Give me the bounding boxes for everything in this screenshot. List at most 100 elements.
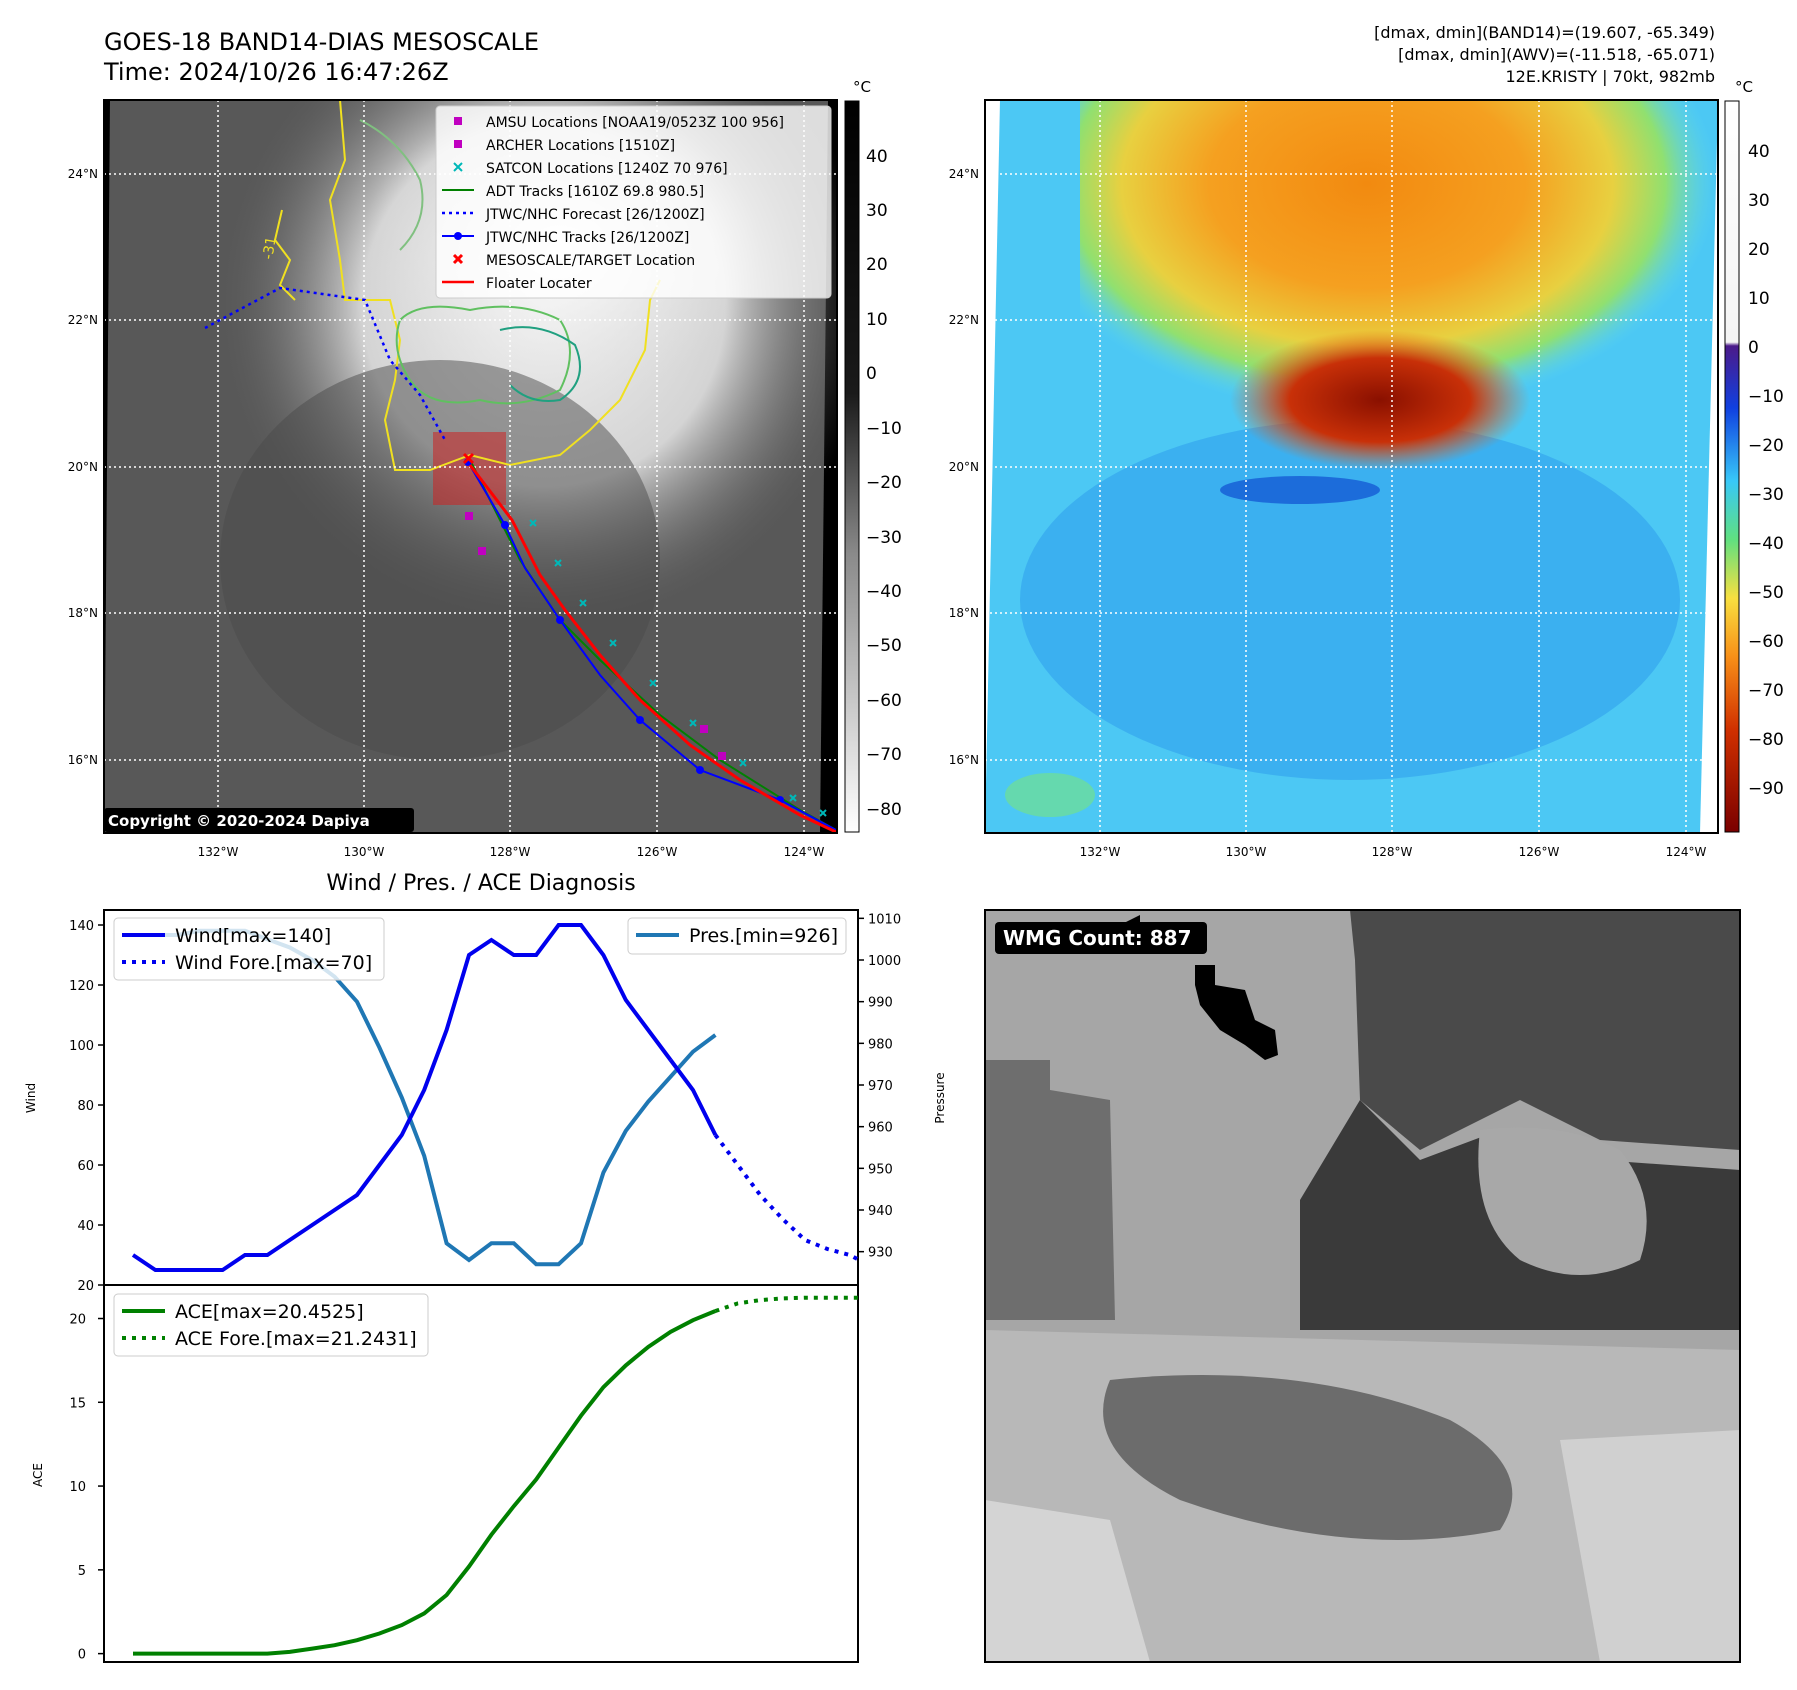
lat-label: 16°N (68, 753, 98, 767)
awv-tick: −40 (1748, 534, 1784, 554)
wind-tick-label: 140 (69, 919, 94, 934)
pressure-tick-label: 940 (868, 1204, 893, 1219)
pressure-tick-label: 970 (868, 1079, 893, 1094)
lon-label: 130°W (344, 845, 385, 859)
wind-legend: Wind[max=140] Wind Fore.[max=70] (113, 917, 385, 981)
awv-tick: −80 (1748, 730, 1784, 750)
lon-label: 124°W (1666, 845, 1707, 859)
legend-pressure: Pres.[min=926] (689, 925, 838, 947)
legend-item-satcon: SATCON Locations [1240Z 70 976] (486, 161, 728, 177)
ir-lat-labels: 24°N 22°N 20°N 18°N 16°N (68, 167, 98, 767)
awv-tick: 40 (1748, 142, 1770, 162)
wind-forecast-line (713, 1133, 858, 1262)
ace-tick-label: 0 (78, 1648, 86, 1663)
awv-lat-labels: 24°N 22°N 20°N 18°N 16°N (949, 167, 979, 767)
ace-axis-label: ACE (31, 1463, 45, 1487)
legend-markers (442, 117, 474, 284)
gray-colorbar: °C 40 30 20 10 0 −10 −20 −30 −40 −50 −60… (844, 78, 902, 833)
ace-y-ticks: 0 5 10 15 20 (69, 1313, 104, 1663)
ace-chart[interactable]: 0 5 10 15 20 ACE ACE[max=20.4525] ACE Fore.[… (31, 1284, 872, 1663)
lat-label: 24°N (949, 167, 979, 181)
awv-lon-labels: 132°W 130°W 128°W 126°W 124°W (1080, 845, 1707, 859)
pressure-tick-label: 980 (868, 1037, 893, 1052)
legend-ace-fore: ACE Fore.[max=21.2431] (175, 1328, 417, 1350)
legend-item-jtwc-forecast: JTWC/NHC Forecast [26/1200Z] (485, 207, 705, 223)
wmg-count-label: WMG Count: 887 (1003, 926, 1192, 950)
gray-tick: −30 (866, 528, 902, 548)
ace-line (133, 1309, 717, 1656)
legend-ace: ACE[max=20.4525] (175, 1301, 364, 1323)
awv-gridlines (985, 100, 1718, 833)
title-line1: GOES-18 BAND14-DIAS MESOSCALE (104, 28, 539, 56)
jtwc-forecast-track (204, 286, 447, 441)
gray-tick: 40 (866, 147, 888, 167)
satcon-locations (529, 519, 827, 817)
awv-map[interactable] (984, 99, 1719, 834)
awv-colorbar-unit: °C (1735, 78, 1753, 96)
awv-dry-core (1230, 330, 1530, 470)
wmg-count-box (995, 922, 1207, 954)
archer-amsu-locations (465, 512, 726, 760)
ace-forecast-line (714, 1295, 858, 1313)
pressure-tick-label: 1010 (868, 912, 901, 927)
awv-map-frame (984, 99, 1719, 834)
gray-tick: 10 (866, 310, 888, 330)
awv-tick: 0 (1748, 338, 1759, 358)
pressure-y-ticks: 930 940 950 960 970 980 990 1000 1010 (858, 912, 901, 1261)
copyright-text: Copyright © 2020-2024 Dapiya (108, 812, 370, 830)
pressure-tick-label: 990 (868, 996, 893, 1011)
lon-label: 132°W (1080, 845, 1121, 859)
awv-tick: 10 (1748, 289, 1770, 309)
wind-pressure-chart[interactable]: 20 40 60 80 100 120 140 930 940 950 960 970 980 990 1… (24, 909, 947, 1294)
lon-label: 128°W (490, 845, 531, 859)
wind-tick-label: 60 (77, 1159, 94, 1174)
awv-tick: −10 (1748, 387, 1784, 407)
legend-item-amsu: AMSU Locations [NOAA19/0523Z 100 956] (486, 115, 784, 131)
gray-tick: −40 (866, 582, 902, 602)
awv-tick: −70 (1748, 681, 1784, 701)
gray-tick: −50 (866, 636, 902, 656)
jtwc-track (467, 461, 837, 831)
wmg-frame (984, 909, 1741, 1663)
contour-yellow-coast (328, 100, 661, 471)
ace-tick-label: 5 (78, 1564, 86, 1579)
legend-wind: Wind[max=140] (175, 925, 331, 947)
gray-tick: 30 (866, 201, 888, 221)
ir-legend[interactable]: AMSU Locations [NOAA19/0523Z 100 956] AR… (435, 105, 832, 299)
awv-colorbar: °C 40 30 20 10 0 −10 −20 −30 −40 −50 −60… (1724, 78, 1784, 833)
lat-label: 24°N (68, 167, 98, 181)
awv-green-patch (1005, 773, 1095, 817)
contour-green-2 (359, 119, 424, 251)
awv-moist-arc (1220, 476, 1380, 504)
lon-label: 128°W (1372, 845, 1413, 859)
wind-tick-label: 80 (77, 1099, 94, 1114)
awv-tick: −90 (1748, 779, 1784, 799)
pressure-tick-label: 1000 (868, 954, 901, 969)
lat-label: 22°N (949, 313, 979, 327)
awv-tick: 30 (1748, 191, 1770, 211)
gray-tick: −10 (866, 419, 902, 439)
awv-tick: −30 (1748, 485, 1784, 505)
gray-tick: −80 (866, 800, 902, 820)
wind-line-tail (668, 1058, 718, 1136)
pressure-tick-label: 950 (868, 1162, 893, 1177)
lon-label: 124°W (784, 845, 825, 859)
wmg-image (985, 910, 1740, 1662)
stats-line2: [dmax, dmin](AWV)=(-11.518, -65.071) (1398, 45, 1715, 64)
lon-label: 126°W (1519, 845, 1560, 859)
wmg-panel[interactable]: WMG Count: 887 (984, 909, 1741, 1663)
floater-locater-track (468, 464, 837, 833)
lat-label: 18°N (949, 606, 979, 620)
lat-label: 22°N (68, 313, 98, 327)
legend-item-jtwc-tracks: JTWC/NHC Tracks [26/1200Z] (485, 230, 689, 246)
gray-tick: −20 (866, 473, 902, 493)
diagnosis-title: Wind / Pres. / ACE Diagnosis (326, 871, 635, 896)
wind-axis-label: Wind (24, 1083, 38, 1113)
contour-green-1 (395, 305, 571, 405)
wmg-black-block (1195, 965, 1278, 1060)
ir-lon-labels: 132°W 130°W 128°W 126°W 124°W (198, 845, 825, 859)
lat-label: 20°N (68, 460, 98, 474)
stats-line3: 12E.KRISTY | 70kt, 982mb (1506, 67, 1716, 86)
awv-tick: −20 (1748, 436, 1784, 456)
gray-tick: 20 (866, 255, 888, 275)
